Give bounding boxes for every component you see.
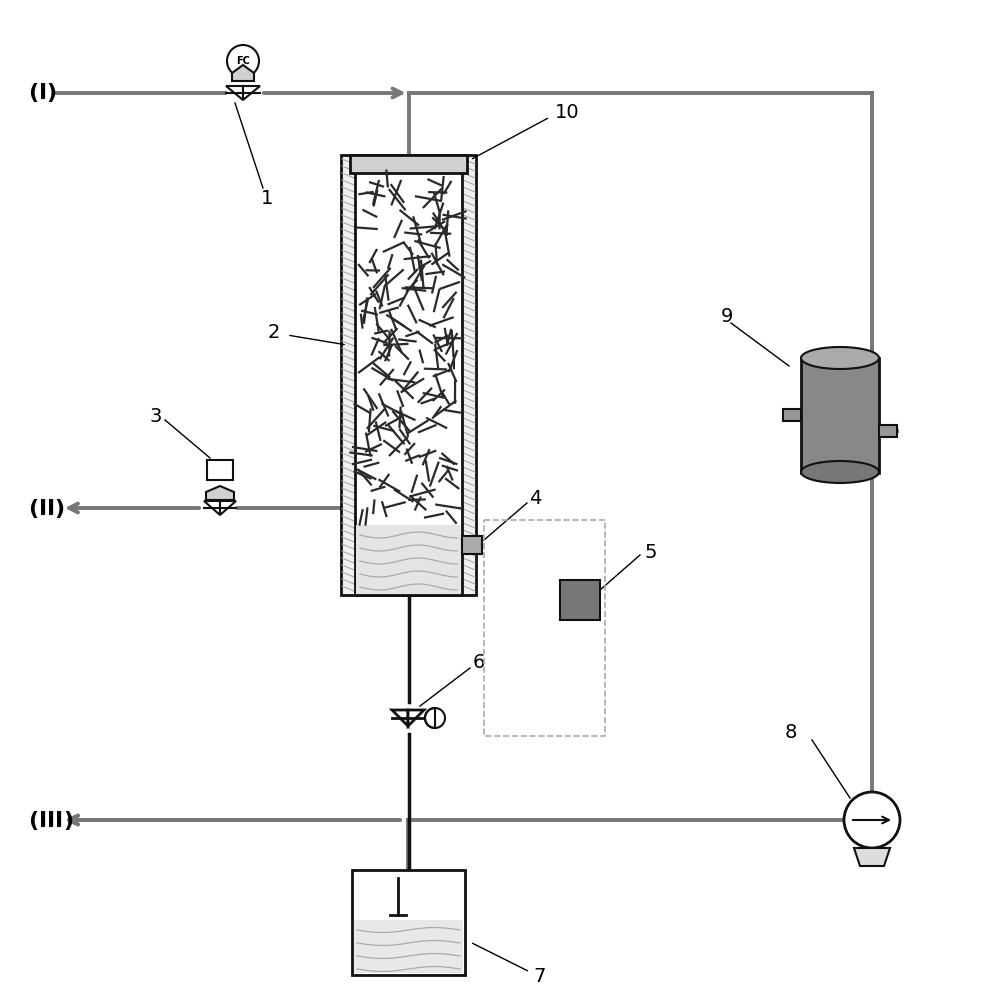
Wedge shape [425,708,435,728]
Bar [462,536,482,554]
Text: 8: 8 [785,722,797,742]
Text: 9: 9 [721,306,734,326]
Bar [352,870,465,975]
Text: 4: 4 [529,488,541,508]
Text: 3: 3 [150,406,162,426]
Bar [356,525,461,594]
Ellipse shape [801,347,879,369]
Circle shape [844,792,900,848]
Text: 5: 5 [644,542,656,562]
Text: 1: 1 [261,190,273,209]
Polygon shape [854,848,890,866]
Bar [783,409,801,421]
Bar [801,358,879,473]
Bar [355,170,462,595]
Circle shape [227,45,259,77]
Bar [354,920,463,973]
Text: 2: 2 [267,324,280,342]
Polygon shape [204,501,220,515]
Bar [350,155,467,173]
Text: 7: 7 [533,968,545,986]
Polygon shape [226,86,243,100]
Text: 10: 10 [555,104,579,122]
Text: $\mathbf{(I)}$: $\mathbf{(I)}$ [28,82,57,104]
Text: 6: 6 [473,654,486,672]
Polygon shape [232,65,254,81]
Bar [560,580,600,620]
Bar [207,460,233,480]
Text: $\mathbf{(II)}$: $\mathbf{(II)}$ [28,496,65,520]
Bar [341,155,476,595]
Polygon shape [206,486,234,500]
Text: FC: FC [236,56,250,66]
Polygon shape [408,710,424,726]
Text: $\mathbf{(III)}$: $\mathbf{(III)}$ [28,808,73,832]
Bar [879,425,897,437]
Ellipse shape [801,461,879,483]
Polygon shape [220,501,236,515]
Polygon shape [392,710,408,726]
Polygon shape [243,86,260,100]
